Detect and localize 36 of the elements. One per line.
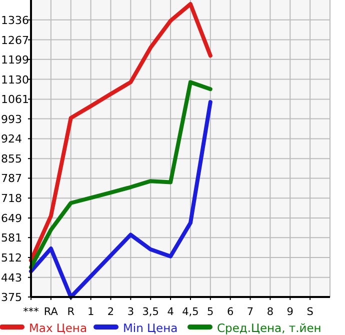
x-tick-label: 8 [266,306,274,318]
x-tick-label: 4,5 [182,306,199,318]
y-tick-label: 581 [1,232,22,245]
x-tick-label: 5 [207,306,214,318]
x-tick-label: 3,5 [142,306,159,318]
y-tick-label: 718 [1,192,22,206]
line-series [29,100,212,299]
x-tick-label: 4 [167,306,174,318]
x-tick-label: 3 [127,306,134,318]
y-tick-label: 993 [1,112,22,126]
x-tick-label: 2 [107,306,114,318]
x-tick-label: S [306,306,314,318]
y-tick-label: 1267 [1,34,29,47]
legend-label: Max Цена [29,321,87,335]
y-tick-label: 443 [1,271,22,284]
x-tick-label: 6 [226,306,234,318]
y-tick-label: 787 [1,172,22,186]
y-tick-label: 512 [1,251,22,264]
y-tick-label: 1130 [1,73,29,86]
y-tick-label: 855 [1,152,22,166]
legend-label: Сред.Цена, т.йен [217,321,322,335]
line-series [29,80,212,270]
y-tick-label: 375 [1,291,22,304]
y-tick-label: 924 [1,132,22,146]
y-tick-label: 649 [1,212,22,225]
x-tick-label: RA [44,306,59,318]
legend-label: Min Цена [123,321,178,335]
x-tick-label: 9 [286,306,294,318]
y-tick-label: 1336 [1,14,29,27]
line-series [29,2,212,262]
x-tick-label: *** [23,306,39,318]
x-tick-label: R [67,306,75,318]
y-tick-label: 1199 [1,53,29,66]
x-tick-label: 1 [87,306,94,318]
x-tick-label: 7 [246,306,254,318]
y-tick-label: 1061 [1,93,29,106]
